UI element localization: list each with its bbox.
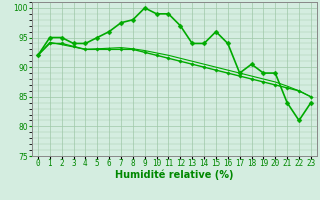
- X-axis label: Humidité relative (%): Humidité relative (%): [115, 170, 234, 180]
